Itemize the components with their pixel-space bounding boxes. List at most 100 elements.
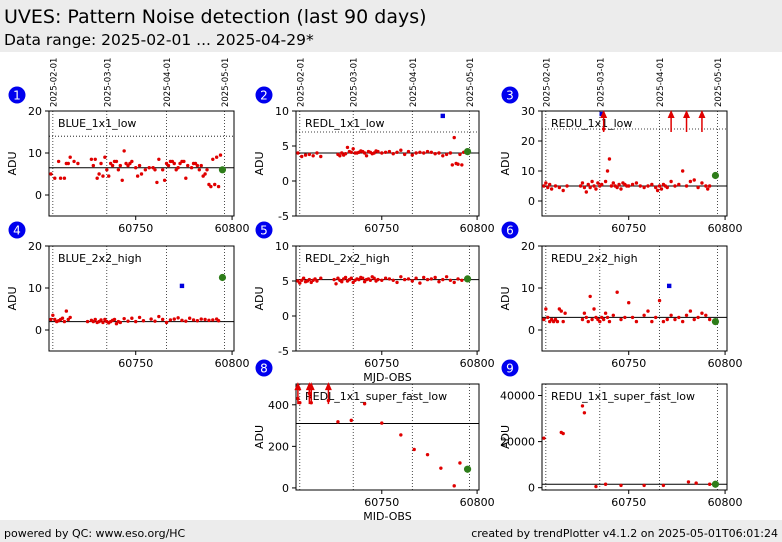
data-point (172, 161, 176, 166)
latest-point (463, 465, 472, 473)
data-point (68, 155, 72, 159)
y-tick-label: 10 (521, 165, 535, 178)
data-point (603, 482, 608, 486)
data-point (582, 411, 587, 415)
data-point (580, 181, 585, 185)
latest-point (218, 166, 227, 174)
data-point (391, 152, 395, 156)
data-point (135, 174, 140, 178)
data-point (418, 150, 422, 154)
y-tick-label: -5 (278, 345, 289, 358)
footer-created-by: created by trendPlotter v4.1.2 on 2025-0… (471, 527, 778, 540)
data-point (68, 315, 72, 320)
data-point (452, 484, 456, 488)
data-point (565, 184, 569, 188)
panel-label: BLUE_2x2_high (58, 252, 142, 265)
data-point (561, 319, 565, 324)
data-point (700, 181, 704, 185)
date-tick-label: 2025-05-01 (714, 58, 724, 107)
data-point (153, 319, 157, 323)
data-point (218, 153, 223, 157)
data-point (615, 290, 619, 294)
y-axis-label: ADU (6, 286, 19, 310)
data-point (425, 149, 430, 154)
outlier-marker (179, 283, 185, 289)
data-point (557, 185, 562, 190)
data-point (634, 181, 639, 185)
plot-area (541, 245, 728, 352)
data-point (315, 279, 319, 283)
x-tick-label: 60800 (460, 357, 495, 370)
data-point (646, 184, 650, 188)
data-point (563, 311, 567, 315)
offscale-arrow-head (667, 110, 675, 118)
data-point (380, 278, 384, 282)
data-point (101, 174, 105, 178)
data-point (661, 483, 666, 488)
panel-label: REDU_2x2_high (551, 252, 638, 265)
data-point (380, 421, 384, 425)
chart-panel-6: 6 0 10 20 60750 60800 ADU REDU_2x2_high (499, 221, 743, 370)
data-point (559, 309, 563, 313)
data-point (653, 315, 658, 320)
data-point (343, 152, 348, 156)
data-point (553, 184, 558, 188)
y-axis-label: ADU (253, 151, 266, 175)
panel-number: 6 (506, 224, 514, 238)
data-point (607, 319, 612, 324)
panel-number-badge (501, 221, 519, 239)
data-point (707, 317, 712, 322)
data-point (680, 169, 685, 173)
data-point (700, 311, 704, 315)
data-point (584, 315, 589, 320)
y-tick-label: 0 (528, 482, 535, 495)
data-point (164, 320, 169, 325)
y-tick-label: 20 (521, 240, 535, 253)
chart-panel-4: 4 0 10 20 60750 60800 ADU BLUE_2x2_high (6, 221, 250, 370)
data-point (307, 277, 312, 282)
plot-area (541, 110, 728, 217)
data-point (439, 466, 443, 470)
data-point (368, 278, 373, 282)
data-point (456, 277, 460, 281)
data-point (126, 319, 130, 323)
data-point (213, 182, 217, 187)
data-point (307, 152, 312, 157)
data-point (544, 181, 548, 185)
panel-number-badge (255, 221, 273, 239)
data-point (95, 176, 99, 180)
data-point (191, 318, 196, 322)
data-point (130, 159, 134, 164)
y-tick-label: 20000 (500, 436, 535, 449)
date-tick-label: 2025-04-01 (409, 58, 419, 107)
data-point (410, 279, 414, 283)
data-point (182, 159, 186, 164)
data-point (155, 180, 159, 185)
data-point (107, 174, 111, 178)
outlier-marker (440, 113, 445, 119)
data-point (62, 319, 67, 324)
y-tick-label: 0 (35, 189, 42, 202)
data-point (684, 184, 689, 188)
chart-panel-5: 5 -5 0 5 10 60750 60800 ADU MJD-OBS REDL_2x2_high (253, 221, 495, 384)
date-tick-label: 2025-04-01 (656, 58, 666, 107)
data-point (168, 318, 173, 322)
data-point (298, 281, 302, 285)
date-tick-label: 2025-02-01 (296, 58, 306, 107)
data-point (93, 157, 97, 161)
data-point (137, 163, 142, 168)
data-point (657, 184, 662, 188)
plot-area (295, 110, 480, 217)
data-point (49, 172, 53, 176)
data-point (338, 154, 342, 158)
header-bar: UVES: Pattern Noise detection (last 90 d… (0, 0, 782, 52)
data-point (76, 161, 80, 166)
data-point (399, 148, 403, 152)
footer-powered-by[interactable]: powered by QC: www.eso.org/HC (4, 527, 186, 540)
data-point (580, 317, 585, 322)
data-point (99, 161, 103, 166)
data-point (184, 319, 188, 323)
data-point (696, 315, 700, 320)
data-point (362, 402, 367, 406)
data-point (207, 318, 211, 323)
